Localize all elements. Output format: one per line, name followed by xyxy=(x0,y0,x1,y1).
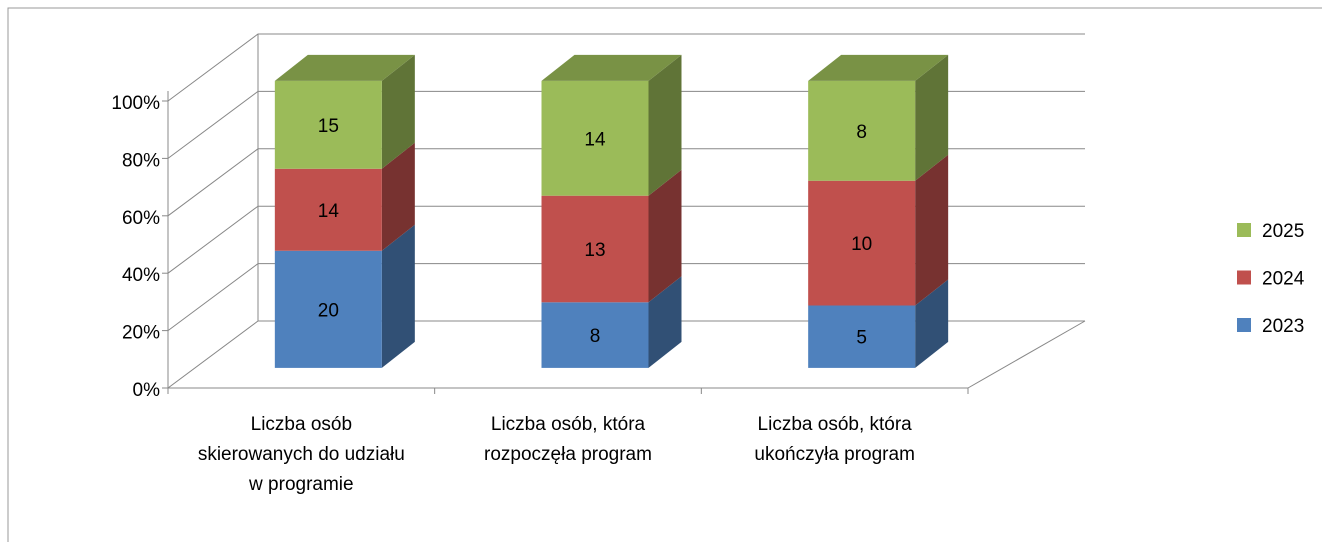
bar xyxy=(541,80,649,196)
bar-side xyxy=(915,279,949,368)
bar-side xyxy=(381,142,415,251)
bar xyxy=(274,80,382,169)
data-label: 8 xyxy=(590,326,601,347)
legend-swatch xyxy=(1237,318,1251,332)
bar-side xyxy=(915,54,949,181)
bar xyxy=(808,80,916,181)
bar-top xyxy=(274,54,415,81)
y-tick-label: 40% xyxy=(122,265,160,286)
grid-line xyxy=(167,33,1085,102)
y-tick-label: 60% xyxy=(122,208,160,229)
bar xyxy=(274,168,382,251)
y-tick-label: 100% xyxy=(111,93,160,114)
bar-side xyxy=(648,169,682,303)
bar-side xyxy=(648,276,682,368)
bar-top xyxy=(541,54,682,81)
data-label: 8 xyxy=(856,122,867,143)
legend-label: 2025 xyxy=(1262,221,1304,242)
bar-side xyxy=(915,154,949,306)
bar xyxy=(541,302,649,368)
y-tick-label: 0% xyxy=(133,380,161,401)
bar-side xyxy=(381,54,415,169)
x-tick-label: Liczba osób skierowanych do udziału w pr… xyxy=(197,414,405,495)
data-label: 5 xyxy=(856,328,867,349)
floor-edge xyxy=(967,320,1086,389)
bar-side xyxy=(381,224,415,368)
bar-side xyxy=(648,54,682,196)
x-tick-label: Liczba osób, która rozpoczęła program xyxy=(484,414,652,465)
bar xyxy=(541,195,649,303)
legend-label: 2024 xyxy=(1262,269,1305,290)
data-label: 13 xyxy=(584,240,605,261)
legend-label: 2023 xyxy=(1262,316,1304,337)
bar xyxy=(808,180,916,306)
legend-swatch xyxy=(1237,270,1251,285)
bar xyxy=(274,250,382,368)
x-tick-label: Liczba osób, która ukończyła program xyxy=(754,414,915,465)
legend-swatch xyxy=(1237,223,1251,237)
data-label: 14 xyxy=(584,129,606,150)
chart-border xyxy=(7,7,1322,542)
y-tick-label: 20% xyxy=(122,323,160,344)
data-label: 20 xyxy=(318,300,339,321)
bar-top xyxy=(808,54,949,81)
data-label: 14 xyxy=(318,201,340,222)
data-label: 10 xyxy=(851,234,872,255)
y-tick-label: 80% xyxy=(122,150,160,171)
data-label: 15 xyxy=(318,116,339,137)
bar xyxy=(808,305,916,368)
